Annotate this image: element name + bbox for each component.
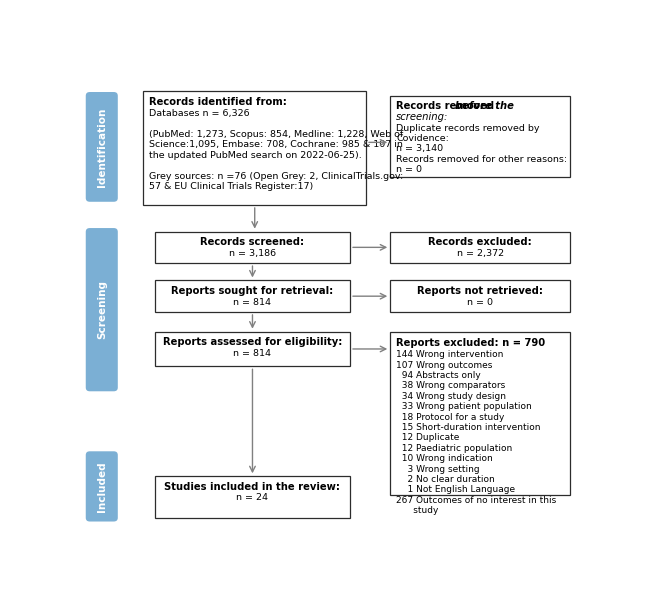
- Text: Records screened:: Records screened:: [200, 237, 304, 247]
- Text: n = 0: n = 0: [467, 298, 494, 307]
- FancyBboxPatch shape: [155, 231, 350, 263]
- FancyBboxPatch shape: [390, 96, 570, 177]
- FancyBboxPatch shape: [390, 231, 570, 263]
- Text: n = 2,372: n = 2,372: [457, 249, 504, 258]
- FancyBboxPatch shape: [86, 92, 118, 202]
- Text: Included: Included: [97, 461, 107, 512]
- FancyBboxPatch shape: [155, 280, 350, 312]
- Text: n = 814: n = 814: [233, 349, 271, 358]
- Text: Duplicate records removed by
Covidence:
n = 3,140
Records removed for other reas: Duplicate records removed by Covidence: …: [396, 124, 567, 174]
- Text: 144 Wrong intervention
107 Wrong outcomes
  94 Abstracts only
  38 Wrong compara: 144 Wrong intervention 107 Wrong outcome…: [396, 350, 556, 515]
- Text: n = 3,186: n = 3,186: [229, 249, 276, 258]
- Text: Databases n = 6,326

(PubMed: 1,273, Scopus: 854, Medline: 1,228, Web of
Science: Databases n = 6,326 (PubMed: 1,273, Scop…: [149, 109, 404, 191]
- Text: Records excluded:: Records excluded:: [428, 237, 532, 247]
- FancyBboxPatch shape: [143, 91, 366, 205]
- Text: Records removed: Records removed: [396, 101, 498, 111]
- Text: Records identified from:: Records identified from:: [149, 97, 287, 107]
- Text: Screening: Screening: [97, 280, 107, 339]
- Text: n = 24: n = 24: [236, 493, 269, 503]
- FancyBboxPatch shape: [155, 476, 350, 518]
- Text: Studies included in the review:: Studies included in the review:: [165, 482, 340, 492]
- Text: Reports assessed for eligibility:: Reports assessed for eligibility:: [163, 337, 342, 347]
- Text: Identification: Identification: [97, 107, 107, 187]
- FancyBboxPatch shape: [155, 332, 350, 367]
- Text: Reports excluded: n = 790: Reports excluded: n = 790: [396, 338, 545, 347]
- Text: before the: before the: [455, 101, 514, 111]
- Text: Reports sought for retrieval:: Reports sought for retrieval:: [171, 286, 333, 296]
- FancyBboxPatch shape: [86, 228, 118, 391]
- FancyBboxPatch shape: [86, 451, 118, 521]
- FancyBboxPatch shape: [390, 332, 570, 495]
- Text: Reports not retrieved:: Reports not retrieved:: [417, 286, 543, 296]
- FancyBboxPatch shape: [390, 280, 570, 312]
- Text: n = 814: n = 814: [233, 298, 271, 307]
- Text: screening:: screening:: [396, 112, 448, 123]
